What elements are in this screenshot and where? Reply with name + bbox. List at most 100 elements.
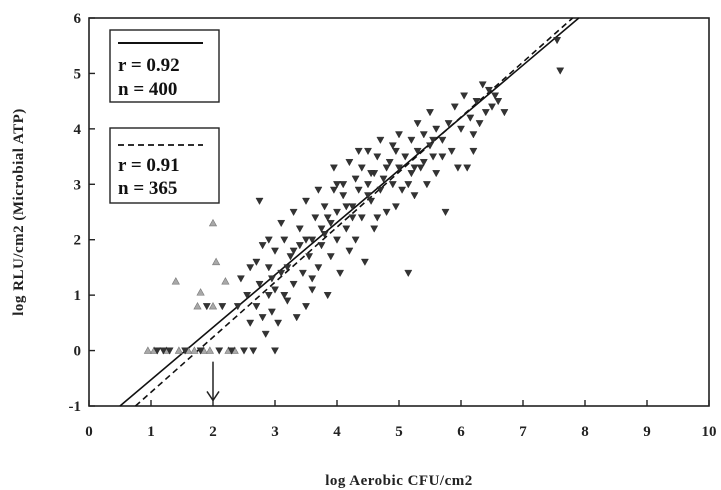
data-point-down [429, 136, 438, 144]
threshold-arrow [206, 361, 220, 402]
data-point-down [320, 231, 329, 239]
x-tick-label: 8 [581, 424, 589, 440]
x-tick-label: 9 [643, 424, 651, 440]
data-point-down [246, 264, 255, 272]
data-point-down [255, 197, 264, 205]
data-point-down [391, 203, 400, 211]
data-point-down [450, 103, 459, 111]
data-point-up [205, 346, 215, 354]
data-point-down [264, 236, 273, 244]
data-point-down [246, 319, 255, 327]
data-point-down [267, 308, 276, 316]
data-point-down [419, 131, 428, 139]
data-point-down [271, 286, 279, 294]
data-point-up [196, 288, 205, 296]
data-point-down [345, 159, 354, 167]
data-point-down [367, 197, 376, 205]
data-point-down [401, 153, 410, 161]
data-point-down [469, 131, 478, 139]
data-point-down [484, 86, 493, 95]
data-point-down [153, 347, 162, 355]
data-point-down [295, 242, 304, 250]
data-point-down [404, 181, 413, 189]
data-point-down [308, 275, 317, 283]
y-tick-label: 0 [74, 344, 82, 360]
data-point-down [277, 269, 286, 277]
data-point-down [360, 258, 369, 266]
x-tick-label: 5 [395, 424, 403, 440]
x-tick-label: 0 [85, 424, 93, 440]
data-point-down [261, 330, 270, 338]
data-point-up [221, 277, 230, 285]
data-point-down [407, 170, 416, 178]
data-point-up [208, 302, 218, 310]
legend-solid-r: r = 0.92 [118, 55, 180, 76]
data-point-down [370, 225, 379, 233]
x-tick-label: 4 [333, 424, 341, 440]
data-point-down [463, 164, 472, 172]
data-point-down [500, 109, 509, 117]
data-point-down [376, 136, 385, 144]
data-point-down [373, 214, 382, 222]
data-point-down [280, 292, 289, 300]
y-axis-title: log RLU/cm2 (Microbial ATP) [11, 108, 27, 316]
data-point-down [379, 175, 388, 183]
data-point-down [426, 109, 434, 117]
data-point-down [556, 67, 565, 75]
data-point-up [190, 346, 199, 354]
data-point-down [364, 147, 372, 156]
data-point-down [357, 164, 366, 172]
y-tick-label: 5 [74, 66, 82, 82]
data-point-down [364, 192, 372, 200]
data-point-down [274, 319, 283, 327]
data-point-down [339, 192, 348, 200]
y-tick-label: -1 [69, 399, 82, 415]
data-point-down [196, 347, 205, 355]
data-point-down [382, 208, 391, 217]
y-tick-labels: -1 0 1 2 3 4 5 6 [69, 11, 82, 415]
data-point-down [227, 347, 236, 355]
x-tick-labels: 0 1 2 3 4 5 6 7 8 9 10 [85, 424, 716, 440]
data-point-down [469, 147, 478, 156]
data-point-down [382, 164, 391, 172]
data-point-down [215, 347, 224, 355]
data-point-down [376, 186, 385, 194]
data-point-down [410, 164, 419, 172]
y-tick-label: 1 [74, 288, 82, 304]
data-point-down [283, 297, 292, 305]
data-point-down [488, 103, 496, 111]
data-point-down [413, 147, 422, 156]
data-point-down [243, 292, 252, 300]
data-point-down [342, 225, 351, 233]
data-point-up [174, 346, 184, 354]
data-point-down [329, 164, 338, 172]
data-point-up [143, 346, 153, 354]
data-point-down [240, 347, 248, 355]
data-point-down [308, 236, 317, 244]
data-point-down [478, 81, 487, 89]
data-point-down [491, 92, 500, 100]
legend-dashed: r = 0.91 n = 365 [109, 127, 220, 204]
data-point-down [348, 203, 357, 211]
y-tick-label: 2 [74, 233, 82, 249]
data-point-down [292, 314, 301, 322]
data-point-down [271, 247, 279, 255]
data-point-down [317, 225, 326, 233]
data-point-down [385, 159, 394, 167]
data-point-down [466, 114, 475, 122]
data-point-down [323, 292, 332, 300]
data-point-down [277, 220, 286, 228]
data-point-down [553, 37, 562, 45]
data-point-down [339, 181, 348, 189]
data-point-down [249, 347, 258, 355]
data-point-down [432, 170, 441, 178]
data-point-down [367, 170, 376, 178]
x-tick-label: 6 [457, 424, 465, 440]
data-point-down [388, 142, 397, 150]
fit-line-solid [119, 17, 580, 407]
data-point-down [391, 147, 400, 156]
data-point-down [159, 347, 168, 355]
data-point-down [258, 314, 267, 322]
data-point-down [404, 269, 413, 277]
y-tick-label: 3 [74, 177, 82, 193]
